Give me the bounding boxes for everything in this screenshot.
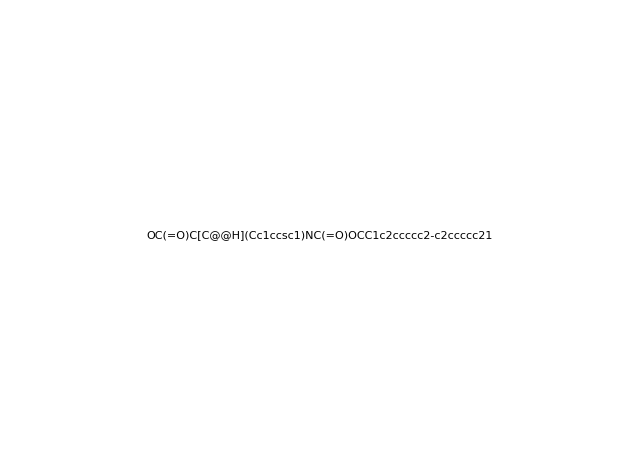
Text: OC(=O)C[C@@H](Cc1ccsc1)NC(=O)OCC1c2ccccc2-c2ccccc21: OC(=O)C[C@@H](Cc1ccsc1)NC(=O)OCC1c2ccccc… <box>147 230 493 240</box>
